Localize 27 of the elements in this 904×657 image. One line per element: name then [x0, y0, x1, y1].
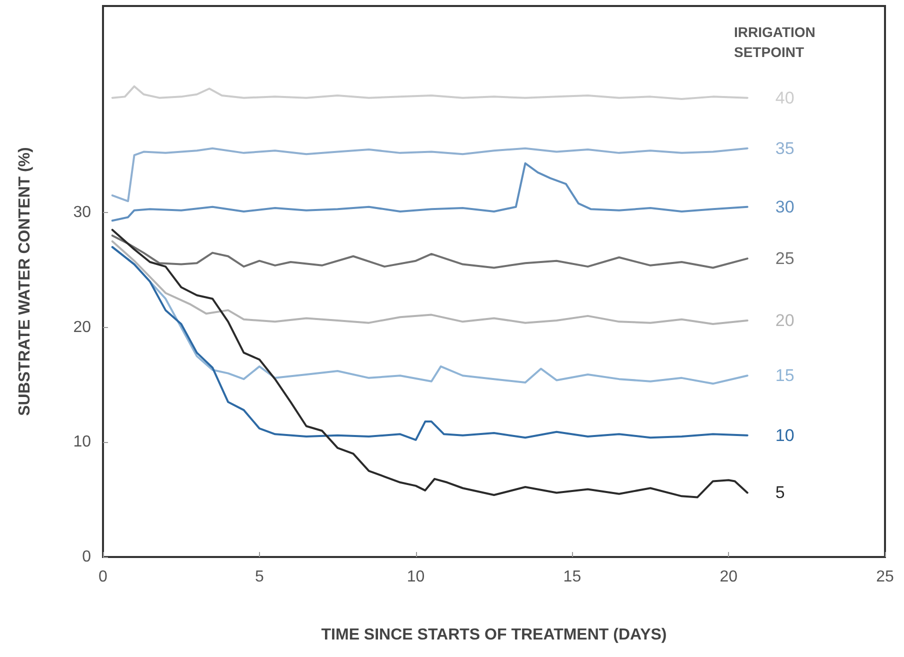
x-tick-label: 25: [876, 568, 894, 586]
x-axis-title: TIME SINCE STARTS OF TREATMENT (DAYS): [321, 626, 667, 644]
series-label: 30: [775, 197, 794, 216]
series-label: 20: [775, 311, 794, 330]
x-tick-label: 0: [98, 568, 108, 586]
series-label: 10: [775, 426, 794, 445]
series-label: 25: [775, 249, 794, 268]
line-series: [111, 234, 748, 269]
y-tick-label: 30: [73, 204, 92, 222]
series-label: 35: [775, 138, 794, 158]
line-series: [111, 240, 748, 325]
series-label: 5: [775, 483, 785, 502]
line-series: [111, 246, 748, 441]
x-tick-label: 5: [254, 568, 264, 586]
y-tick-label: 10: [73, 434, 92, 451]
series-label: 15: [775, 366, 794, 386]
line-series: [111, 85, 748, 100]
line-series: [111, 147, 748, 202]
x-tick-label: 10: [406, 568, 425, 586]
line-series: [111, 228, 748, 498]
y-tick-label: 0: [82, 548, 92, 566]
legend-title: IRRIGATION SETPOINT: [734, 24, 820, 60]
line-series: [111, 162, 748, 222]
x-tick-label: 15: [563, 568, 582, 586]
x-tick-label: 20: [720, 568, 738, 586]
y-tick-label: 20: [73, 318, 92, 336]
y-axis-title: SUBSTRATE WATER CONTENT (%): [16, 147, 34, 416]
